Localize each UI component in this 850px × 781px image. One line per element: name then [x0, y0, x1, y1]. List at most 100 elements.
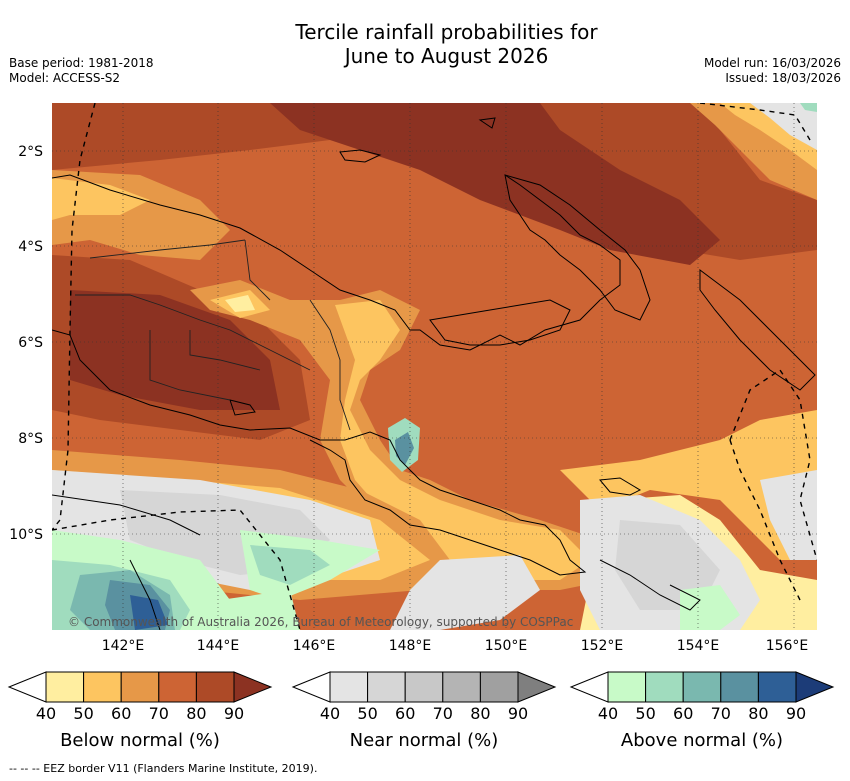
colorbar-segment: [83, 671, 122, 703]
eez-se: [729, 439, 801, 601]
colorbar-segment: [329, 671, 369, 703]
colorbar-tick-label: 70: [432, 704, 453, 723]
provincial-borders: [75, 239, 351, 431]
colorbar-right-tip: [517, 671, 557, 703]
colorbar-tick-label: 60: [111, 704, 132, 723]
eez-east: [729, 369, 817, 561]
island-manus: [339, 149, 382, 163]
colorbar-tick-label: 50: [357, 704, 378, 723]
coast-torres: [52, 494, 201, 536]
field-grey-east-2: [615, 520, 720, 610]
colorbar-segment: [195, 671, 235, 703]
colorbar-tick-label: 70: [710, 704, 731, 723]
field-green-south-2: [250, 545, 330, 585]
field-grey-ne: [750, 103, 817, 150]
title-line-2: June to August 2026: [344, 44, 549, 68]
lon-label: 152°E: [581, 638, 624, 654]
lat-label: 10°S: [9, 527, 43, 543]
coastlines: [52, 117, 816, 630]
map-title: Tercile rainfall probabilities for June …: [0, 20, 850, 68]
lon-label: 148°E: [389, 638, 432, 654]
colorbar-segment: [404, 671, 444, 703]
colorbar-title: Below normal (%): [60, 730, 220, 751]
lon-label: 146°E: [293, 638, 336, 654]
colorbar-tick-label: 80: [186, 704, 207, 723]
colorbar-segment: [442, 671, 481, 703]
island-small-1: [478, 117, 496, 129]
border-6: [309, 299, 351, 431]
colorbar-segment: [45, 671, 85, 703]
colorbars: [7, 671, 835, 703]
colorbar-segment: [645, 671, 684, 703]
border-1: [75, 294, 311, 371]
colorbar-right-tip: [233, 671, 273, 703]
border-3: [149, 330, 231, 401]
field-grey-far-east: [760, 470, 817, 560]
colorbar-tick-label: 90: [507, 704, 529, 723]
field-green-south-3: [215, 590, 300, 630]
eez-borders: [52, 103, 817, 630]
lon-label: 142°E: [102, 638, 145, 654]
border-2: [89, 239, 246, 259]
colorbar-tick-label: 40: [597, 704, 619, 723]
lat-label: 4°S: [18, 239, 43, 255]
colorbar-left-tip: [569, 671, 609, 703]
colorbar-tick-label: 40: [319, 704, 341, 723]
field-paleyellow-spot: [225, 295, 255, 312]
base-period: Base period: 1981-2018: [9, 56, 154, 70]
field-green-se: [680, 585, 740, 630]
island-trobriand: [599, 477, 642, 496]
lon-label: 154°E: [677, 638, 720, 654]
colorbar-tick-label: 80: [470, 704, 491, 723]
coast-png-south: [52, 329, 587, 576]
lon-labels: 142°E 144°E 146°E 148°E 150°E 152°E 154°…: [102, 638, 809, 654]
model-name: Model: ACCESS-S2: [9, 71, 121, 85]
colorbar-title: Near normal (%): [349, 730, 499, 751]
colorbar-title: Above normal (%): [620, 730, 784, 751]
coast-png-north: [52, 174, 621, 351]
colorbar-segment: [367, 671, 406, 703]
colorbar-tick-label: 70: [148, 704, 169, 723]
field-darkest-north: [270, 103, 720, 265]
meta-left: Base period: 1981-2018 Model: ACCESS-S2: [9, 56, 154, 86]
colorbar-segment: [120, 671, 160, 703]
issued-date: Issued: 18/03/2026: [725, 71, 841, 85]
lat-labels: 2°S 4°S 6°S 8°S 10°S: [9, 144, 43, 543]
coast-cape-york: [129, 559, 161, 630]
colorbar-tick-label: 40: [35, 704, 57, 723]
lon-label: 150°E: [485, 638, 528, 654]
colorbar-tick-label: 50: [73, 704, 94, 723]
field-green-corner: [800, 103, 817, 112]
colorbar-tick-label: 60: [395, 704, 416, 723]
colorbar-tick-label: 90: [223, 704, 245, 723]
lon-label: 156°E: [766, 638, 809, 654]
island-new-britain: [429, 299, 571, 346]
colorbar-segment: [720, 671, 759, 703]
island-louisiade: [599, 559, 701, 611]
copyright-text: © Commonwealth of Australia 2026, Bureau…: [68, 615, 573, 629]
colorbar-tick-label: 50: [635, 704, 656, 723]
probability-field: [52, 103, 817, 630]
lat-label: 6°S: [18, 335, 43, 351]
colorbar-segment: [479, 671, 519, 703]
title-line-1: Tercile rainfall probabilities for: [295, 20, 598, 44]
colorbar-left-tip: [291, 671, 331, 703]
colorbar-segment: [158, 671, 197, 703]
colorbar-segment: [607, 671, 647, 703]
field-darkest-west: [70, 290, 280, 410]
lat-label: 2°S: [18, 144, 43, 160]
colorbar-segment: [682, 671, 722, 703]
colorbar-left-tip: [7, 671, 47, 703]
field-blue-sw: [130, 595, 168, 630]
colorbar-tick-label: 90: [785, 704, 807, 723]
model-run: Model run: 16/03/2026: [703, 56, 841, 70]
colorbar-tick-label: 80: [748, 704, 769, 723]
island-fly-delta: [229, 399, 256, 416]
lon-label: 144°E: [197, 638, 240, 654]
colorbar-tick-label: 60: [673, 704, 694, 723]
colorbar-segment: [757, 671, 797, 703]
meta-right: Model run: 16/03/2026 Issued: 18/03/2026: [704, 56, 841, 86]
field-yellow-west: [52, 178, 150, 220]
field-teal-blob: [395, 432, 414, 465]
